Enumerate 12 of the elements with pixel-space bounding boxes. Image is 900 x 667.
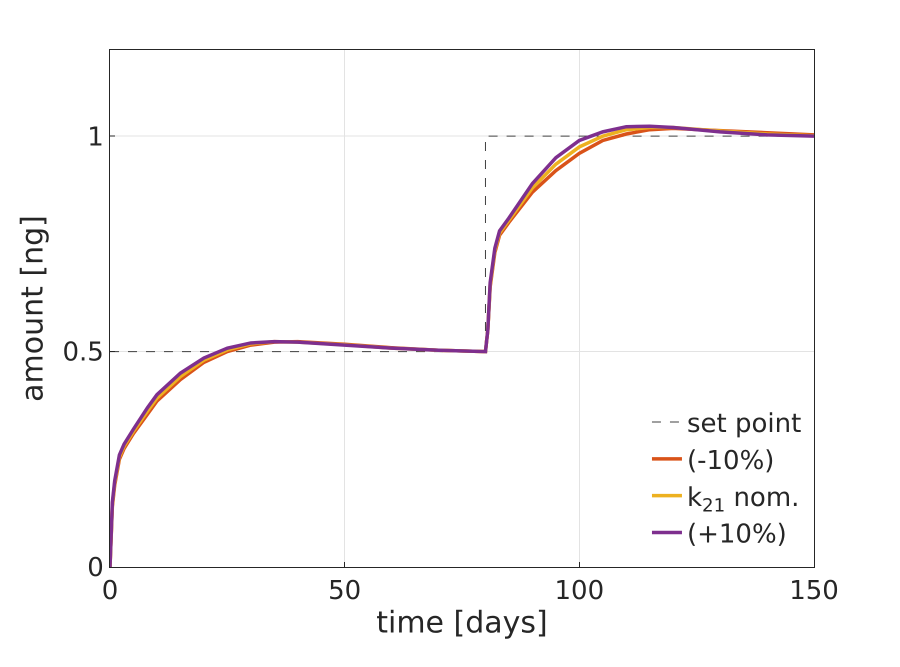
y-tick-label: 0.5 <box>62 338 104 368</box>
y-tick-label: 0 <box>87 553 104 584</box>
legend-label: (+10%) <box>686 520 787 550</box>
legend-label: set point <box>686 409 802 440</box>
x-tick-label: 100 <box>554 576 604 606</box>
y-axis-title: amount [ng] <box>15 215 50 402</box>
y-tick-label: 1 <box>87 122 104 152</box>
legend-label: (-10%) <box>686 446 774 476</box>
x-axis-title: time [days] <box>376 606 548 641</box>
x-tick-label: 150 <box>789 576 839 606</box>
x-tick-label: 50 <box>328 576 362 606</box>
legend-label: k$_{21}$ nom. <box>686 482 800 516</box>
